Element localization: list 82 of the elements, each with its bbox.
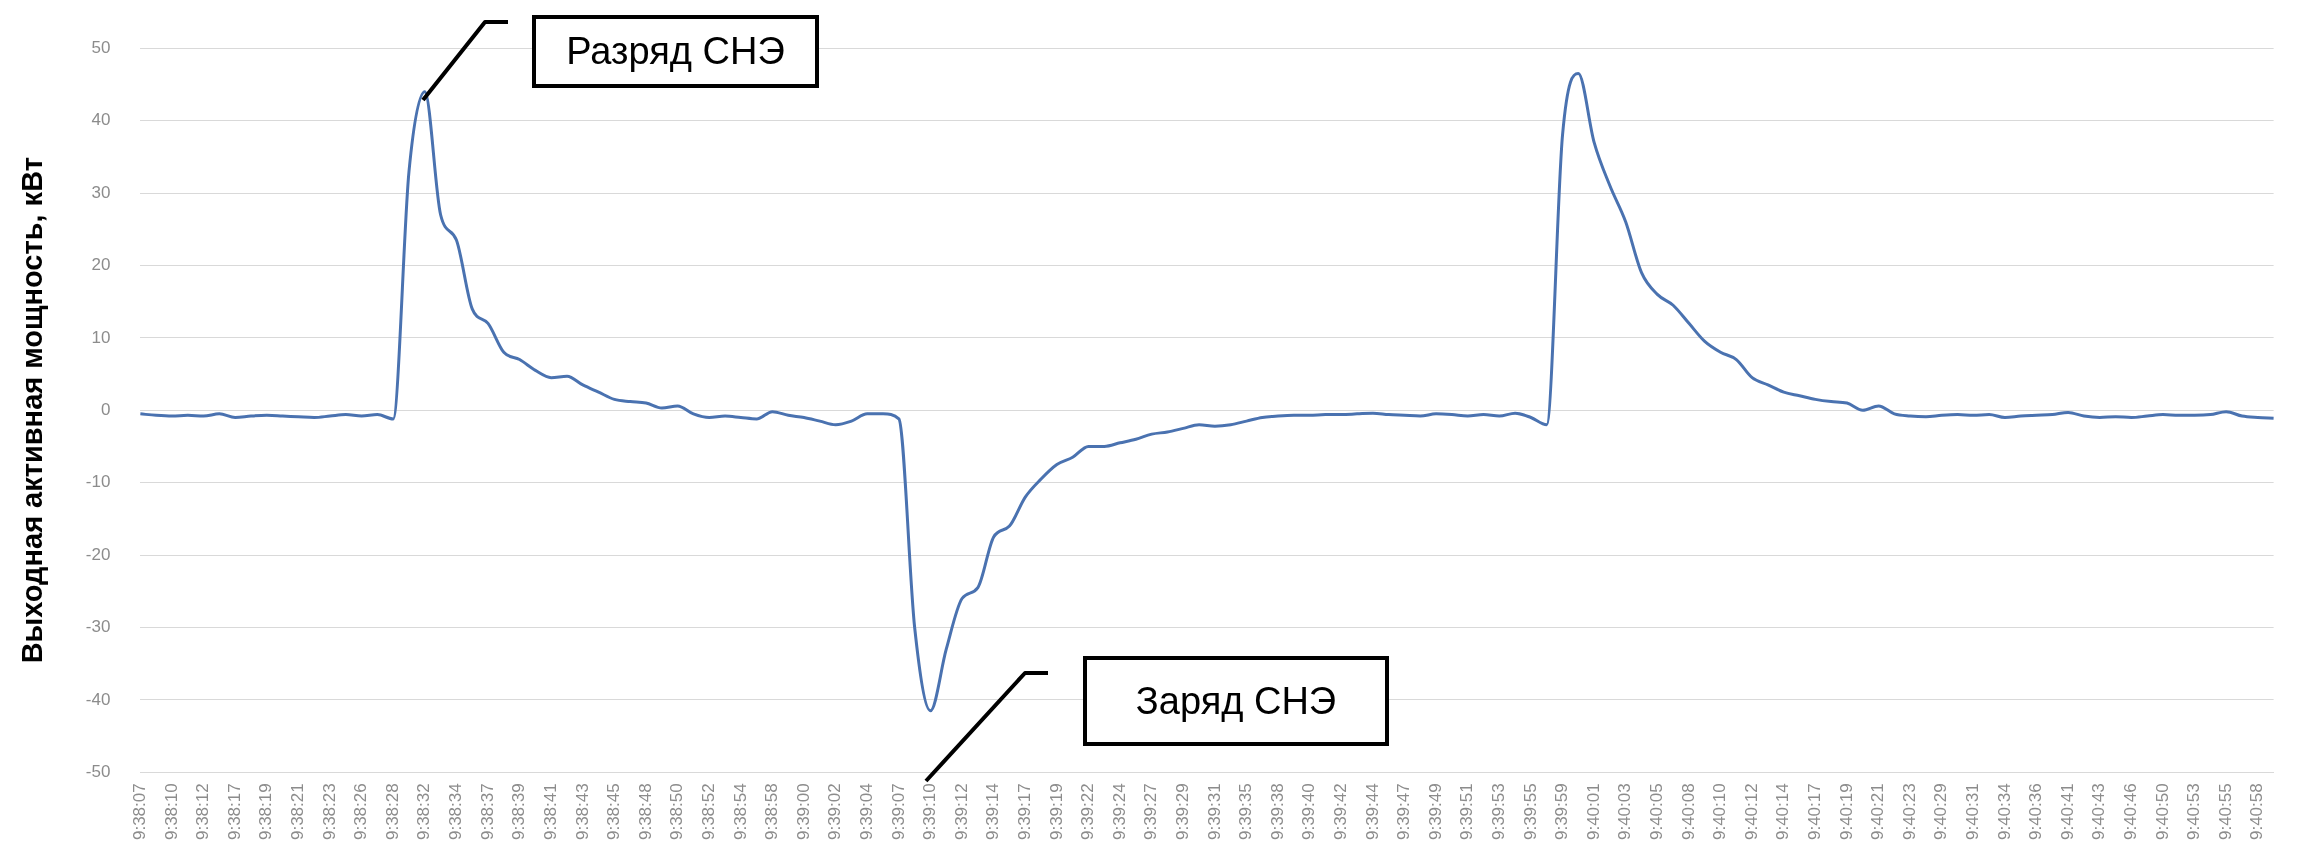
x-tick-label: 9:40:55 <box>2215 783 2235 841</box>
x-tick-label: 9:38:10 <box>161 783 181 841</box>
x-tick-label: 9:40:03 <box>1615 783 1635 841</box>
x-tick-label: 9:39:02 <box>825 783 845 841</box>
x-tick-label: 9:38:21 <box>288 783 308 841</box>
x-tick-label: 9:39:17 <box>1014 783 1034 841</box>
x-tick-label: 9:40:08 <box>1678 783 1698 841</box>
x-tick-label: 9:40:36 <box>2026 783 2046 841</box>
y-tick-label: 40 <box>91 110 111 130</box>
x-tick-label: 9:40:41 <box>2057 783 2077 841</box>
x-tick-label: 9:39:14 <box>983 783 1003 841</box>
x-tick-label: 9:40:19 <box>1836 783 1856 841</box>
x-tick-label: 9:40:31 <box>1963 783 1983 841</box>
x-tick-label: 9:39:55 <box>1520 783 1540 841</box>
x-tick-label: 9:39:00 <box>793 783 813 841</box>
x-tick-label: 9:38:17 <box>224 783 244 841</box>
x-tick-label: 9:40:53 <box>2184 783 2204 841</box>
x-tick-label: 9:40:58 <box>2247 783 2267 841</box>
y-tick-label: 50 <box>91 37 111 57</box>
y-tick-label: -40 <box>85 689 111 709</box>
y-tick-label: -50 <box>85 761 111 781</box>
annotation: Разряд СНЭ <box>532 15 819 88</box>
x-tick-label: 9:38:54 <box>730 783 750 841</box>
x-tick-label: 9:39:31 <box>1204 783 1224 841</box>
x-tick-label: 9:39:22 <box>1078 783 1098 841</box>
x-tick-label: 9:40:50 <box>2152 783 2172 841</box>
x-tick-label: 9:39:29 <box>1172 783 1192 841</box>
x-tick-label: 9:38:34 <box>446 783 466 841</box>
x-tick-label: 9:39:38 <box>1267 783 1287 841</box>
x-tick-label: 9:40:29 <box>1931 783 1951 841</box>
x-tick-label: 9:40:34 <box>1994 783 2014 841</box>
x-tick-label: 9:40:21 <box>1868 783 1888 841</box>
x-tick-label: 9:38:52 <box>698 783 718 841</box>
x-tick-label: 9:39:10 <box>920 783 940 841</box>
x-tick-label: 9:39:47 <box>1394 783 1414 841</box>
x-tick-label: 9:39:53 <box>1489 783 1508 841</box>
x-tick-label: 9:38:19 <box>256 783 276 841</box>
y-tick-label: 20 <box>91 255 111 275</box>
x-tick-label: 9:39:51 <box>1457 783 1477 841</box>
x-tick-label: 9:39:42 <box>1330 783 1350 841</box>
x-tick-label: 9:38:43 <box>572 783 592 841</box>
x-tick-label: 9:40:43 <box>2089 783 2109 841</box>
y-axis-title: Выходная активная мощность, кВт <box>16 157 49 664</box>
x-tick-label: 9:40:14 <box>1773 783 1793 841</box>
x-tick-label: 9:39:12 <box>951 783 971 841</box>
x-tick-label: 9:38:50 <box>667 783 687 841</box>
x-tick-label: 9:38:58 <box>762 783 782 841</box>
x-tick-label: 9:40:46 <box>2121 783 2141 841</box>
x-tick-label: 9:39:19 <box>1046 783 1066 841</box>
x-tick-label: 9:40:12 <box>1741 783 1761 841</box>
x-tick-label: 9:40:10 <box>1710 783 1730 841</box>
y-tick-label: -10 <box>85 472 111 492</box>
x-tick-label: 9:40:05 <box>1647 783 1667 841</box>
x-tick-label: 9:38:07 <box>130 783 150 841</box>
x-tick-label: 9:40:17 <box>1805 783 1825 841</box>
x-tick-label: 9:40:01 <box>1583 783 1603 841</box>
y-tick-label: 10 <box>91 327 111 347</box>
x-tick-label: 9:38:32 <box>414 783 434 841</box>
x-tick-label: 9:39:35 <box>1236 783 1256 841</box>
x-tick-label: 9:38:41 <box>540 783 560 841</box>
x-tick-label: 9:39:44 <box>1362 783 1382 841</box>
x-tick-label: 9:38:39 <box>509 783 529 841</box>
x-tick-label: 9:38:12 <box>193 783 213 841</box>
x-tick-label: 9:38:23 <box>319 783 339 841</box>
x-tick-label: 9:38:48 <box>635 783 655 841</box>
y-tick-label: 0 <box>100 399 111 419</box>
y-tick-label: -20 <box>85 544 111 564</box>
x-tick-label: 9:38:28 <box>382 783 402 841</box>
x-tick-label: 9:39:04 <box>856 783 876 841</box>
y-tick-label: -30 <box>85 617 111 637</box>
annotation: Заряд СНЭ <box>1083 656 1389 746</box>
x-tick-label: 9:40:23 <box>1899 783 1919 841</box>
x-tick-label: 9:38:26 <box>351 783 371 841</box>
x-tick-label: 9:39:27 <box>1141 783 1161 841</box>
x-tick-label: 9:39:07 <box>888 783 908 841</box>
y-tick-label: 30 <box>91 182 111 202</box>
x-tick-label: 9:39:24 <box>1109 783 1129 841</box>
x-tick-label: 9:39:49 <box>1425 783 1445 841</box>
x-tick-label: 9:39:40 <box>1299 783 1319 841</box>
x-tick-label: 9:39:59 <box>1552 783 1572 841</box>
x-tick-label: 9:38:37 <box>477 783 497 841</box>
x-tick-label: 9:38:45 <box>604 783 624 841</box>
